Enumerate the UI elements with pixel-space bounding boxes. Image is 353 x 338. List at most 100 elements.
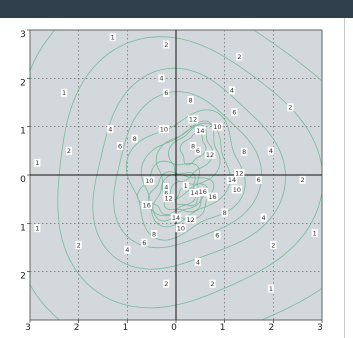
contour-level-label-text: 14 [196, 127, 204, 135]
contour-level-label-bg [231, 108, 238, 117]
contour-level-label: 6 [116, 142, 124, 150]
contour-level-label-bg [141, 200, 152, 209]
contour-level-label: 14 [195, 126, 206, 135]
contour-level-label: 8 [241, 147, 248, 156]
contour-level-label-text: 4 [230, 87, 234, 95]
contour-level-label-text: 2 [271, 241, 275, 249]
contour-level-label: 8 [131, 134, 138, 143]
contour-level-label: 2 [299, 175, 306, 184]
x-tick-label: 1 [122, 323, 128, 333]
contour-level-label-text: 8 [133, 135, 137, 143]
contour-level-label-bg [65, 146, 73, 155]
contour-level-label-text: 8 [242, 148, 246, 156]
contour-level-label: 4 [194, 258, 201, 266]
contour-level-label-text: 6 [164, 89, 168, 97]
contour-level-label: 2 [270, 241, 277, 249]
contour-level-label-bg [175, 224, 187, 233]
contour-level-label-text: 1 [184, 182, 188, 190]
contour-level-label-text: 1 [35, 159, 39, 167]
contour-level-label-text: 1 [62, 89, 66, 97]
contour-level-label: 12 [185, 215, 196, 224]
contour-level-label: 8 [151, 229, 158, 238]
contour-level-label: 8 [221, 208, 228, 217]
contour-level-label-bg [204, 150, 216, 159]
contour-level-label-bg [163, 279, 170, 288]
contour-level-label-bg [228, 86, 236, 95]
contour-level-label: 4 [107, 125, 114, 133]
contour-level-label-text: 6 [164, 190, 168, 198]
x-tick-label: 1 [220, 323, 226, 333]
contour-level-label-text: 4 [108, 125, 112, 133]
contour-level-label-text: 4 [125, 246, 129, 254]
y-tick-label: 3 [20, 30, 26, 40]
contour-level-label-bg [214, 231, 221, 240]
contour-level-label-bg [236, 52, 243, 61]
contour-level-label-text: 2 [300, 176, 304, 184]
contour-level-label-bg [197, 187, 208, 196]
contour-level-label: 4 [228, 86, 236, 95]
contour-level-label-bg [158, 74, 165, 83]
contour-level-label-bg [187, 96, 194, 105]
contour-level-label-text: 6 [118, 142, 122, 150]
contour-level-label-text: 2 [67, 147, 71, 155]
contour-level-label: 2 [163, 279, 170, 288]
contour-level-label: 4 [124, 245, 131, 254]
contour-line [57, 36, 322, 309]
contour-level-label-text: 14 [228, 176, 236, 184]
contour-level-label: 6 [194, 146, 201, 155]
contour-level-label-bg [163, 40, 170, 49]
contour-level-label: 16 [197, 187, 208, 196]
contour-level-label-bg [116, 142, 124, 150]
contour-level-label: 1 [109, 33, 116, 42]
contour-level-label: 4 [267, 146, 274, 155]
contour-level-label-text: 8 [223, 209, 227, 217]
contour-level-label-bg [163, 189, 170, 198]
contour-level-label-text: 6 [257, 176, 261, 184]
contour-level-label-text: 16 [143, 201, 151, 209]
contour-level-label-bg [158, 125, 170, 134]
contour-level-label-text: 10 [213, 123, 221, 131]
contour-level-label-text: 1 [35, 224, 39, 232]
y-tick-label: 0 [20, 175, 26, 185]
contour-level-label-bg [234, 169, 245, 178]
contour-level-label-bg [194, 258, 201, 266]
x-tick-label: 3 [317, 323, 323, 333]
contour-level-label: 4 [260, 213, 267, 222]
contour-level-label: 1 [182, 181, 189, 190]
contour-level-label: 4 [163, 183, 170, 192]
contour-level-label-bg [241, 147, 248, 156]
contour-level-label-text: 1 [111, 34, 115, 42]
contour-level-label: 14 [170, 213, 182, 222]
contour-level-label-text: 1 [313, 229, 317, 237]
contour-level-label-text: 10 [145, 177, 153, 185]
contour-level-label: 6 [163, 88, 170, 97]
contour-level-label-text: 4 [269, 147, 273, 155]
contour-level-label: 6 [163, 189, 170, 198]
contour-level-label-bg [267, 284, 274, 293]
contour-level-label-bg [221, 208, 228, 217]
contour-level-label-text: 2 [237, 53, 241, 61]
contour-level-label: 2 [163, 40, 170, 49]
contour-level-label-text: 14 [190, 189, 198, 197]
contour-level-label: 2 [75, 241, 82, 249]
contour-level-label-bg [34, 224, 41, 233]
contour-level-label-bg [226, 175, 238, 184]
contour-level-label-bg [151, 229, 158, 238]
contour-level-label-bg [144, 176, 155, 185]
contour-level-label-bg [163, 183, 170, 192]
contour-level-label: 12 [187, 115, 199, 124]
contour-line [147, 171, 197, 216]
contour-level-label-bg [189, 188, 200, 197]
contour-level-label-bg [109, 33, 116, 42]
contour-level-label: 14 [226, 175, 238, 184]
y-tick-label: 2 [20, 78, 26, 88]
contour-level-label-text: 2 [210, 280, 214, 288]
contour-level-label-bg [131, 134, 138, 143]
contour-line [163, 181, 208, 213]
contour-level-label: 6 [214, 231, 221, 240]
contour-level-label: 14 [189, 188, 200, 197]
contour-level-label-bg [255, 175, 262, 184]
contour-line [167, 124, 214, 183]
